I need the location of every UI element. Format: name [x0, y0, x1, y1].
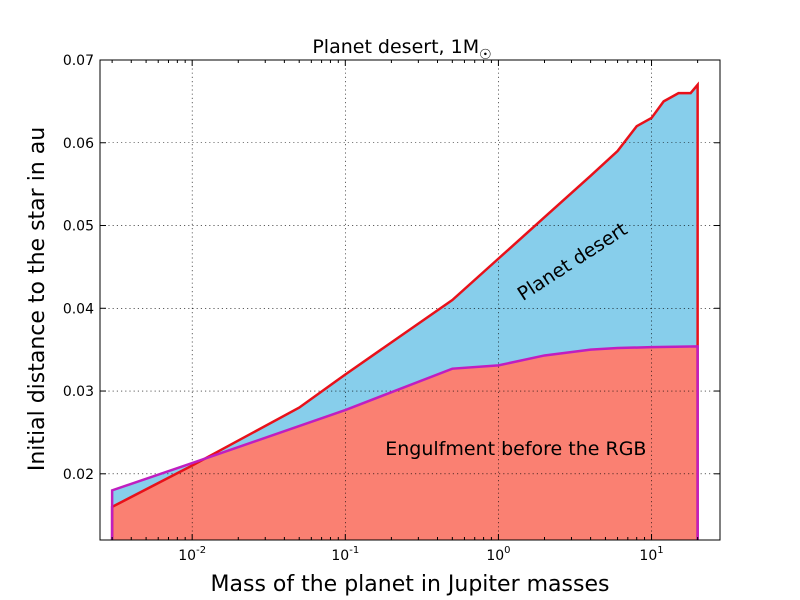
- lower-region-fill: [112, 84, 698, 507]
- chart-title: Planet desert, 1M☉: [312, 36, 491, 63]
- y-tick-label: 0.03: [63, 384, 94, 400]
- y-tick-label: 0.04: [63, 301, 94, 317]
- y-tick-label: 0.05: [63, 219, 94, 235]
- x-axis-label: Mass of the planet in Jupiter masses: [211, 572, 610, 597]
- engulfment-fill: [112, 346, 698, 540]
- x-tick-label: 100: [486, 545, 510, 564]
- x-tick-exponent: 1: [657, 545, 663, 556]
- x-tick-base: 10: [639, 548, 657, 564]
- sun-symbol: ☉: [479, 47, 492, 63]
- magenta-boundary-line: [110, 345, 699, 540]
- fill-regions: [112, 84, 698, 540]
- series-lines: [110, 81, 699, 540]
- y-axis-label: Initial distance to the star in au: [25, 127, 50, 471]
- x-tick-base: 10: [331, 548, 349, 564]
- x-tick-exponent: -1: [349, 545, 359, 556]
- chart-title-text: Planet desert, 1M: [312, 36, 479, 58]
- x-tick-label: 101: [639, 545, 663, 564]
- y-tick-label: 0.02: [63, 467, 94, 483]
- x-tick-label: 10-2: [178, 545, 206, 564]
- plot-frame: [99, 59, 721, 541]
- x-tick-exponent: -2: [196, 545, 206, 556]
- annotation-label: Engulfment before the RGB: [385, 438, 646, 460]
- x-tick-base: 10: [178, 548, 196, 564]
- x-tick-label: 10-1: [331, 545, 359, 564]
- x-tick-base: 10: [486, 548, 504, 564]
- y-tick-label: 0.06: [63, 136, 94, 152]
- y-tick-label: 0.07: [63, 53, 94, 69]
- red-boundary-line: [110, 81, 699, 540]
- x-tick-exponent: 0: [504, 545, 510, 556]
